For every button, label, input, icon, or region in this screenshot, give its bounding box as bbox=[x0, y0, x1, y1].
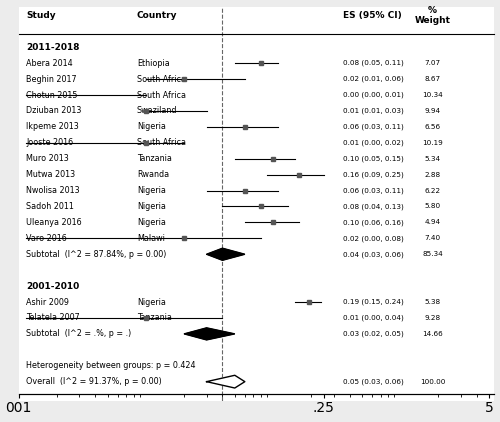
Text: 0.01 (0.00, 0.02): 0.01 (0.00, 0.02) bbox=[344, 140, 404, 146]
Text: 0.02 (0.01, 0.06): 0.02 (0.01, 0.06) bbox=[344, 76, 404, 82]
Text: 0.19 (0.15, 0.24): 0.19 (0.15, 0.24) bbox=[344, 299, 404, 305]
Text: Tanzania: Tanzania bbox=[137, 154, 172, 163]
Text: Ashir 2009: Ashir 2009 bbox=[26, 298, 70, 306]
Text: 7.07: 7.07 bbox=[424, 60, 440, 66]
Text: Ethiopia: Ethiopia bbox=[137, 59, 170, 68]
Text: Tanzania: Tanzania bbox=[137, 314, 172, 322]
Text: Subtotal  (I^2 = 87.84%, p = 0.00): Subtotal (I^2 = 87.84%, p = 0.00) bbox=[26, 250, 167, 259]
Text: 5.34: 5.34 bbox=[424, 156, 440, 162]
Text: Subtotal  (I^2 = .%, p = .): Subtotal (I^2 = .%, p = .) bbox=[26, 330, 132, 338]
Text: 4.94: 4.94 bbox=[424, 219, 440, 225]
Text: 0.05 (0.03, 0.06): 0.05 (0.03, 0.06) bbox=[344, 379, 404, 385]
Text: 2001-2010: 2001-2010 bbox=[26, 281, 80, 291]
Text: 9.94: 9.94 bbox=[424, 108, 440, 114]
Text: 0.08 (0.04, 0.13): 0.08 (0.04, 0.13) bbox=[344, 203, 404, 210]
Text: 100.00: 100.00 bbox=[420, 379, 446, 384]
Text: Jooste 2016: Jooste 2016 bbox=[26, 138, 74, 147]
Text: Dziuban 2013: Dziuban 2013 bbox=[26, 106, 82, 116]
Text: Muro 2013: Muro 2013 bbox=[26, 154, 69, 163]
Text: 6.22: 6.22 bbox=[424, 187, 440, 194]
Text: Abera 2014: Abera 2014 bbox=[26, 59, 73, 68]
Text: 0.01 (0.00, 0.04): 0.01 (0.00, 0.04) bbox=[344, 315, 404, 321]
Text: Telatela 2007: Telatela 2007 bbox=[26, 314, 80, 322]
Text: Nigeria: Nigeria bbox=[137, 186, 166, 195]
Text: 0.08 (0.05, 0.11): 0.08 (0.05, 0.11) bbox=[344, 60, 404, 66]
Text: 8.67: 8.67 bbox=[424, 76, 440, 82]
Text: Mutwa 2013: Mutwa 2013 bbox=[26, 170, 76, 179]
Text: 0.04 (0.03, 0.06): 0.04 (0.03, 0.06) bbox=[344, 251, 404, 257]
Text: 14.66: 14.66 bbox=[422, 331, 443, 337]
Polygon shape bbox=[206, 375, 245, 388]
Text: 0.10 (0.05, 0.15): 0.10 (0.05, 0.15) bbox=[344, 155, 404, 162]
Text: 7.40: 7.40 bbox=[424, 235, 440, 241]
Text: 10.19: 10.19 bbox=[422, 140, 443, 146]
Text: Study: Study bbox=[26, 11, 56, 20]
Polygon shape bbox=[206, 248, 245, 260]
Text: Nigeria: Nigeria bbox=[137, 202, 166, 211]
Text: Uleanya 2016: Uleanya 2016 bbox=[26, 218, 82, 227]
Text: 9.28: 9.28 bbox=[424, 315, 440, 321]
Text: 85.34: 85.34 bbox=[422, 251, 443, 257]
Text: 5.80: 5.80 bbox=[424, 203, 440, 209]
Text: 2.88: 2.88 bbox=[424, 172, 440, 178]
Text: Swaziland: Swaziland bbox=[137, 106, 177, 116]
Text: 0.03 (0.02, 0.05): 0.03 (0.02, 0.05) bbox=[344, 330, 404, 337]
Text: South Africa: South Africa bbox=[137, 138, 186, 147]
Text: Nigeria: Nigeria bbox=[137, 122, 166, 131]
Text: 0.16 (0.09, 0.25): 0.16 (0.09, 0.25) bbox=[344, 171, 404, 178]
Text: South Africa: South Africa bbox=[137, 90, 186, 100]
Text: Heterogeneity between groups: p = 0.424: Heterogeneity between groups: p = 0.424 bbox=[26, 361, 196, 370]
Text: Rwanda: Rwanda bbox=[137, 170, 169, 179]
Text: South Africa: South Africa bbox=[137, 75, 186, 84]
Text: 0.01 (0.01, 0.03): 0.01 (0.01, 0.03) bbox=[344, 108, 404, 114]
Text: 10.34: 10.34 bbox=[422, 92, 443, 98]
Text: Sadoh 2011: Sadoh 2011 bbox=[26, 202, 74, 211]
Text: 5.38: 5.38 bbox=[424, 299, 440, 305]
Text: Ikpeme 2013: Ikpeme 2013 bbox=[26, 122, 79, 131]
Text: 0.10 (0.06, 0.16): 0.10 (0.06, 0.16) bbox=[344, 219, 404, 226]
Text: Nigeria: Nigeria bbox=[137, 298, 166, 306]
Text: 0.00 (0.00, 0.01): 0.00 (0.00, 0.01) bbox=[344, 92, 404, 98]
Text: Overall  (I^2 = 91.37%, p = 0.00): Overall (I^2 = 91.37%, p = 0.00) bbox=[26, 377, 162, 386]
Text: 0.06 (0.03, 0.11): 0.06 (0.03, 0.11) bbox=[344, 187, 404, 194]
Text: %: % bbox=[428, 6, 437, 15]
Text: 2011-2018: 2011-2018 bbox=[26, 43, 80, 52]
Text: 6.56: 6.56 bbox=[424, 124, 440, 130]
Text: Country: Country bbox=[137, 11, 177, 20]
Text: Malawi: Malawi bbox=[137, 234, 165, 243]
Text: 0.06 (0.03, 0.11): 0.06 (0.03, 0.11) bbox=[344, 124, 404, 130]
Polygon shape bbox=[184, 328, 235, 340]
Text: Weight: Weight bbox=[414, 16, 450, 24]
Text: Chotun 2015: Chotun 2015 bbox=[26, 90, 78, 100]
Text: ES (95% CI): ES (95% CI) bbox=[342, 11, 402, 20]
Text: 0.02 (0.00, 0.08): 0.02 (0.00, 0.08) bbox=[344, 235, 404, 241]
Text: Beghin 2017: Beghin 2017 bbox=[26, 75, 77, 84]
Text: Nigeria: Nigeria bbox=[137, 218, 166, 227]
Text: Varo 2016: Varo 2016 bbox=[26, 234, 67, 243]
Text: Nwolisa 2013: Nwolisa 2013 bbox=[26, 186, 80, 195]
